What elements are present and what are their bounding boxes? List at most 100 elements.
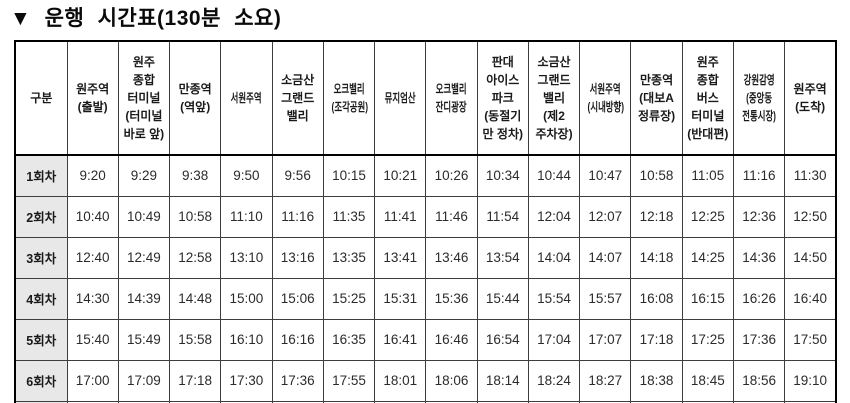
time-cell: 15:49 — [117, 318, 171, 361]
table-row: 3회차 12:40 12:49 12:58 13:10 13:16 13:35 13:41 13… — [14, 236, 837, 279]
time-cell: 10:21 — [374, 154, 427, 197]
time-cell: 12:49 — [117, 236, 171, 279]
column-header-line: (중앙동 — [746, 91, 773, 105]
trip-label-cell: 2회차 — [14, 195, 68, 238]
column-header-line: 만종역 — [178, 82, 212, 96]
time-cell: 10:58 — [169, 195, 222, 238]
time-cell: 17:30 — [220, 359, 273, 402]
column-header-line: 밸리 — [286, 109, 309, 123]
column-header-line: (터미널 — [125, 109, 163, 123]
time-cell: 15:36 — [425, 277, 478, 320]
time-cell: 14:25 — [681, 236, 734, 279]
column-header-line: 강원감영 — [743, 73, 775, 87]
trip-label-cell: 4회차 — [14, 277, 68, 320]
column-header-line: 오크밸리 — [436, 82, 467, 96]
time-cell: 14:07 — [579, 236, 632, 279]
time-cell: 12:04 — [527, 195, 581, 238]
column-header-line: 원주역 — [793, 82, 827, 96]
time-cell: 14:30 — [66, 277, 119, 320]
column-header-line: 아이스 — [486, 73, 520, 87]
column-header-line: 주차장) — [535, 127, 573, 141]
corner-header: 구분 — [14, 40, 68, 156]
time-cell: 16:35 — [322, 318, 376, 361]
time-cell: 17:36 — [732, 318, 786, 361]
time-cell: 15:57 — [579, 277, 632, 320]
time-cell: 15:31 — [374, 277, 427, 320]
time-cell: 16:15 — [681, 277, 734, 320]
time-cell: 10:26 — [425, 154, 478, 197]
column-header-line: 터미널 — [127, 91, 161, 105]
time-cell: 9:56 — [271, 154, 324, 197]
column-header: 오크밸리 (조각공원) — [322, 40, 376, 156]
time-cell: 15:54 — [527, 277, 581, 320]
timetable-body: 1회차 9:20 9:29 9:38 9:50 9:56 10:15 10:21 10:26 10… — [14, 154, 837, 403]
column-header-line: 만종역 — [639, 73, 674, 87]
time-cell: 18:45 — [681, 359, 734, 402]
time-cell: 13:46 — [425, 236, 478, 279]
column-header-line: 밸리 — [542, 91, 566, 105]
column-header-line: 파크 — [491, 91, 514, 105]
table-row: 1회차 9:20 9:29 9:38 9:50 9:56 10:15 10:21 10:26 10… — [14, 154, 837, 197]
column-header-line: 서원주역 — [589, 82, 621, 96]
time-cell: 15:40 — [66, 318, 119, 361]
time-cell: 14:18 — [630, 236, 683, 279]
time-cell: 14:04 — [527, 236, 581, 279]
column-header: 원주역 (출발) — [66, 40, 119, 156]
time-cell: 16:46 — [425, 318, 478, 361]
time-cell: 12:07 — [579, 195, 632, 238]
column-header-line: (동절기 — [484, 109, 522, 123]
column-header-line: 그랜드 — [281, 91, 315, 105]
column-header-line: 원주 — [132, 55, 155, 69]
column-header: 원주 종합 터미널 (터미널 바로 앞) — [117, 40, 171, 156]
time-cell: 16:41 — [374, 318, 427, 361]
time-cell — [579, 400, 632, 403]
column-header-line: 만 정차) — [482, 127, 523, 141]
time-cell — [681, 400, 734, 403]
table-row: 5회차 15:40 15:49 15:58 16:10 16:16 16:35 16:41 16… — [14, 318, 837, 361]
time-cell: 10:40 — [66, 195, 119, 238]
time-cell: 17:55 — [322, 359, 376, 402]
column-header: 원주역 (도착) — [784, 40, 837, 156]
column-header: 서원주역 (시내방향) — [579, 40, 632, 156]
time-cell: 17:36 — [271, 359, 324, 402]
column-header-line: (대보A — [639, 91, 674, 105]
time-cell: 11:54 — [476, 195, 529, 238]
column-header-line: (조각공원) — [331, 100, 368, 114]
timetable-header: 구분 원주역 (출발) 원주 종합 터미널 (터미널 바로 앞) 만종역 (역앞) 서원주역 소금산 그… — [14, 40, 837, 156]
column-header-line: 소금산 — [537, 55, 571, 69]
time-cell: 16:26 — [732, 277, 786, 320]
time-cell: 18:06 — [425, 359, 478, 402]
time-cell: 18:14 — [476, 359, 529, 402]
column-header-line: 종합 — [132, 73, 155, 87]
column-header: 만종역 (역앞) — [169, 40, 222, 156]
time-cell: 16:10 — [220, 318, 273, 361]
time-cell: 11:41 — [374, 195, 427, 238]
time-cell: 11:16 — [271, 195, 324, 238]
time-cell: 13:54 — [476, 236, 529, 279]
column-header-line: 정류장) — [637, 109, 676, 123]
time-cell: 14:39 — [117, 277, 171, 320]
column-header: 만종역 (대보A 정류장) — [630, 40, 683, 156]
column-header: 소금산 그랜드 밸리 — [271, 40, 324, 156]
table-row: 2회차 10:40 10:49 10:58 11:10 11:16 11:35 11:41 11… — [14, 195, 837, 238]
time-cell: 18:38 — [630, 359, 683, 402]
time-cell: 13:35 — [322, 236, 376, 279]
column-header-line: 전통시장) — [742, 109, 776, 123]
column-header-line: 서원주역 — [230, 91, 262, 105]
time-cell: 11:46 — [425, 195, 478, 238]
column-header-line: (도착) — [795, 100, 826, 114]
time-cell: 18:27 — [579, 359, 632, 402]
column-header-line: (반대편) — [687, 127, 729, 141]
column-header: 뮤지엄산 — [374, 40, 427, 156]
time-cell: 17:07 — [579, 318, 632, 361]
column-header-line: 오크밸리 — [333, 82, 365, 96]
time-cell: 18:01 — [374, 359, 427, 402]
time-cell — [476, 400, 529, 403]
column-header-line: (역앞) — [180, 100, 211, 114]
time-cell: 12:18 — [630, 195, 683, 238]
column-header: 오크밸리 잔디광장 — [425, 40, 478, 156]
time-cell: 15:00 — [220, 277, 273, 320]
trip-label-cell: 6회차 — [14, 359, 68, 402]
